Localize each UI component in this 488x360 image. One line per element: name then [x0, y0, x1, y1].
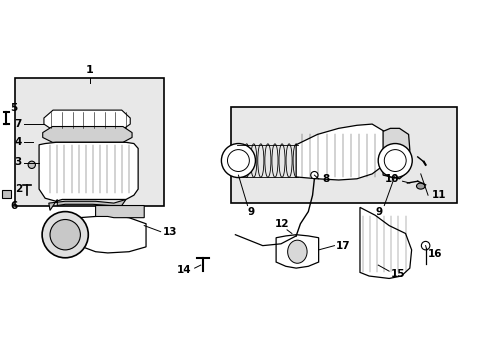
Polygon shape [359, 207, 411, 279]
Polygon shape [49, 199, 126, 210]
Text: 4: 4 [15, 137, 22, 147]
Circle shape [42, 212, 88, 258]
Text: 12: 12 [274, 219, 289, 229]
Ellipse shape [416, 183, 424, 189]
Text: 10: 10 [384, 174, 399, 184]
Text: 9: 9 [375, 207, 382, 217]
Text: 5: 5 [10, 103, 18, 113]
Polygon shape [44, 110, 130, 130]
Polygon shape [95, 206, 144, 218]
Ellipse shape [287, 240, 306, 263]
Text: 2: 2 [15, 184, 22, 194]
Circle shape [377, 144, 411, 177]
FancyBboxPatch shape [15, 78, 163, 206]
Text: 1: 1 [85, 66, 93, 76]
FancyBboxPatch shape [231, 107, 456, 203]
Text: 3: 3 [15, 157, 22, 167]
Text: 9: 9 [246, 207, 254, 217]
Text: 17: 17 [335, 240, 349, 251]
Polygon shape [79, 215, 146, 253]
Circle shape [421, 242, 429, 250]
Text: 8: 8 [322, 174, 329, 184]
Polygon shape [39, 142, 138, 201]
Circle shape [221, 144, 255, 177]
Text: 6: 6 [10, 201, 18, 211]
Polygon shape [382, 128, 409, 179]
Text: 13: 13 [162, 227, 177, 237]
Text: 11: 11 [431, 190, 445, 200]
Polygon shape [276, 235, 318, 268]
Polygon shape [42, 126, 132, 142]
Circle shape [50, 220, 80, 250]
Circle shape [310, 171, 317, 179]
Text: 14: 14 [176, 265, 191, 275]
Circle shape [28, 161, 35, 168]
Polygon shape [296, 124, 384, 180]
FancyBboxPatch shape [2, 190, 10, 198]
Text: 16: 16 [427, 249, 442, 259]
Text: 15: 15 [389, 269, 404, 279]
Text: 7: 7 [15, 119, 22, 129]
